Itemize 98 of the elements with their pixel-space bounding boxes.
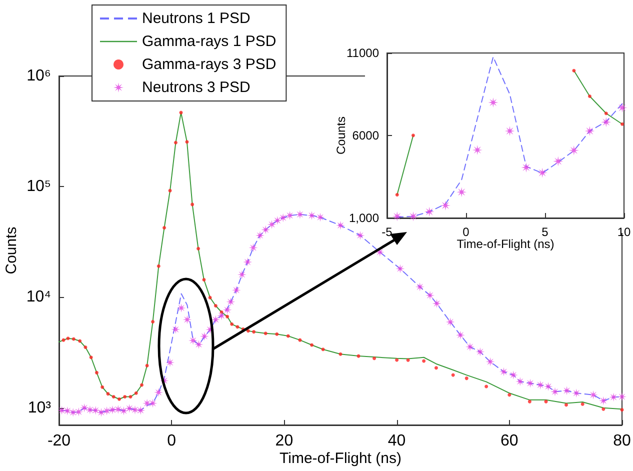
point bbox=[78, 339, 82, 343]
point bbox=[553, 156, 564, 166]
point bbox=[275, 332, 279, 336]
x-tick-label: 10 bbox=[617, 225, 631, 239]
y-axis-title: Counts bbox=[334, 116, 348, 155]
point bbox=[456, 187, 467, 198]
point bbox=[617, 102, 628, 113]
point bbox=[392, 211, 402, 222]
point bbox=[580, 402, 584, 406]
point bbox=[246, 329, 250, 333]
point bbox=[128, 395, 132, 399]
point bbox=[588, 94, 592, 98]
point bbox=[66, 336, 70, 340]
point bbox=[202, 278, 206, 282]
point bbox=[174, 140, 178, 144]
point bbox=[568, 145, 579, 156]
point bbox=[521, 162, 532, 173]
point bbox=[564, 403, 568, 407]
point bbox=[537, 168, 548, 178]
legend-label: Gamma-rays 1 PSD bbox=[142, 33, 276, 50]
point bbox=[94, 370, 98, 374]
point bbox=[236, 325, 240, 329]
point bbox=[310, 343, 314, 347]
point bbox=[422, 359, 426, 363]
point bbox=[214, 304, 218, 308]
point bbox=[190, 202, 194, 206]
y-tick-label: 10⁵ bbox=[26, 178, 51, 196]
point bbox=[100, 385, 104, 389]
x-tick-label: 0 bbox=[462, 225, 470, 239]
point bbox=[286, 334, 290, 338]
point bbox=[185, 140, 189, 144]
point bbox=[145, 364, 149, 368]
point bbox=[395, 358, 399, 362]
point bbox=[106, 392, 110, 396]
point bbox=[112, 395, 116, 399]
point bbox=[620, 122, 624, 126]
point bbox=[451, 373, 455, 377]
x-tick-label: 5 bbox=[542, 225, 549, 239]
point bbox=[372, 356, 376, 360]
point bbox=[504, 126, 515, 136]
x-tick-label: 60 bbox=[500, 432, 518, 450]
point bbox=[508, 393, 512, 397]
point bbox=[602, 407, 606, 411]
x-axis-title: Time-of-Flight (ns) bbox=[280, 450, 402, 467]
legend-label: Gamma-rays 3 PSD bbox=[142, 56, 276, 73]
point bbox=[226, 314, 230, 318]
point bbox=[408, 211, 418, 222]
point bbox=[604, 112, 608, 116]
point bbox=[156, 264, 160, 268]
x-tick-label: -20 bbox=[47, 432, 71, 450]
point bbox=[140, 383, 144, 387]
point bbox=[440, 200, 450, 210]
point bbox=[424, 206, 434, 217]
legend-label: Neutrons 3 PSD bbox=[142, 79, 251, 96]
point bbox=[264, 332, 268, 336]
y-tick-label: 10⁴ bbox=[26, 288, 52, 306]
point bbox=[464, 376, 468, 380]
y-tick-label: 10³ bbox=[28, 399, 52, 416]
x-tick-label: -5 bbox=[382, 225, 393, 239]
y-tick-label: 10⁶ bbox=[26, 68, 51, 84]
x-tick-label: 0 bbox=[167, 432, 176, 450]
point bbox=[620, 408, 624, 412]
point bbox=[252, 330, 256, 334]
point bbox=[528, 400, 532, 404]
point bbox=[168, 188, 172, 192]
point bbox=[151, 320, 155, 324]
x-tick-label: 40 bbox=[388, 432, 406, 450]
point bbox=[601, 117, 612, 128]
y-tick-label: 11000 bbox=[346, 46, 380, 60]
point bbox=[123, 395, 127, 399]
point bbox=[230, 322, 234, 326]
point bbox=[488, 98, 498, 108]
point bbox=[117, 397, 121, 401]
y-tick-label: 6000 bbox=[352, 128, 380, 142]
x-tick-label: 80 bbox=[613, 432, 631, 450]
point bbox=[84, 346, 88, 350]
x-axis-title: Time-of-Flight (ns) bbox=[456, 237, 554, 251]
point bbox=[572, 68, 576, 72]
y-axis-title: Counts bbox=[3, 226, 20, 274]
point bbox=[72, 337, 76, 341]
point bbox=[434, 366, 438, 370]
point bbox=[208, 296, 212, 300]
point bbox=[472, 145, 482, 156]
point bbox=[338, 352, 342, 356]
point bbox=[584, 126, 595, 136]
point bbox=[298, 338, 302, 342]
point bbox=[484, 384, 488, 388]
point bbox=[134, 391, 138, 395]
point bbox=[395, 192, 399, 196]
legend-label: Neutrons 1 PSD bbox=[142, 10, 251, 27]
point bbox=[321, 348, 325, 352]
point bbox=[196, 246, 200, 250]
point bbox=[411, 134, 415, 138]
x-tick-label: 20 bbox=[275, 432, 294, 450]
point bbox=[406, 358, 410, 362]
point bbox=[162, 226, 166, 230]
point bbox=[89, 356, 93, 360]
y-tick-label: 1,000 bbox=[348, 211, 380, 225]
